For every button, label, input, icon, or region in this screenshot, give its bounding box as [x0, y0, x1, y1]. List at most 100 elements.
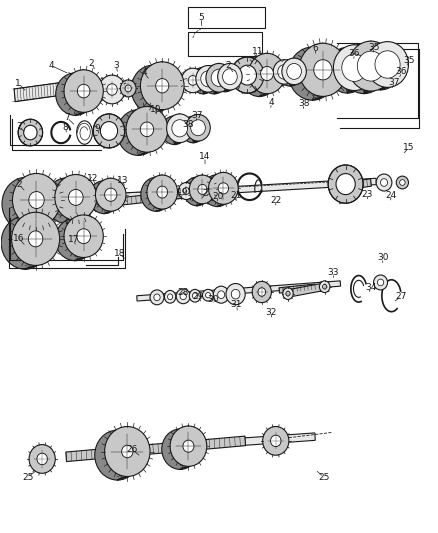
Ellipse shape	[376, 174, 392, 191]
Ellipse shape	[55, 218, 95, 261]
Ellipse shape	[241, 56, 278, 96]
Ellipse shape	[299, 43, 347, 96]
Ellipse shape	[198, 184, 207, 195]
Ellipse shape	[161, 116, 187, 144]
Ellipse shape	[29, 445, 55, 473]
Polygon shape	[225, 63, 230, 92]
Text: 21: 21	[231, 191, 242, 200]
Polygon shape	[104, 116, 109, 148]
Text: 35: 35	[368, 43, 380, 52]
Ellipse shape	[28, 231, 43, 247]
Polygon shape	[75, 215, 84, 261]
Circle shape	[244, 73, 247, 77]
Ellipse shape	[117, 110, 159, 156]
Ellipse shape	[141, 62, 184, 110]
Ellipse shape	[147, 175, 177, 209]
Ellipse shape	[192, 293, 198, 298]
Text: 4: 4	[141, 68, 147, 77]
Ellipse shape	[154, 294, 160, 301]
Ellipse shape	[120, 80, 136, 97]
Ellipse shape	[348, 41, 394, 91]
Ellipse shape	[191, 120, 205, 136]
Ellipse shape	[360, 44, 402, 90]
Text: 18: 18	[114, 249, 125, 259]
Text: 10: 10	[150, 104, 162, 114]
Ellipse shape	[213, 65, 237, 92]
Ellipse shape	[183, 440, 194, 452]
Ellipse shape	[78, 84, 90, 98]
Ellipse shape	[150, 290, 164, 305]
Ellipse shape	[180, 293, 186, 300]
Polygon shape	[66, 436, 245, 462]
Ellipse shape	[12, 212, 60, 265]
Ellipse shape	[375, 51, 400, 78]
Ellipse shape	[258, 288, 265, 296]
Text: 32: 32	[266, 308, 277, 317]
Text: 30: 30	[377, 254, 389, 262]
Polygon shape	[68, 60, 359, 95]
Ellipse shape	[157, 186, 168, 198]
Ellipse shape	[326, 47, 368, 93]
Ellipse shape	[95, 178, 126, 211]
Ellipse shape	[287, 63, 301, 79]
Ellipse shape	[64, 215, 103, 257]
Ellipse shape	[378, 279, 384, 286]
Text: 11: 11	[252, 47, 263, 56]
Ellipse shape	[269, 61, 292, 86]
Polygon shape	[312, 43, 323, 100]
Text: 12: 12	[87, 174, 98, 183]
Ellipse shape	[223, 69, 237, 85]
Polygon shape	[14, 82, 69, 102]
Polygon shape	[11, 178, 376, 206]
Polygon shape	[279, 284, 315, 293]
Polygon shape	[197, 175, 202, 206]
Text: 34: 34	[365, 282, 377, 292]
Text: 27: 27	[396, 292, 407, 301]
Ellipse shape	[261, 67, 273, 80]
Polygon shape	[284, 282, 328, 298]
Ellipse shape	[56, 73, 95, 115]
Ellipse shape	[188, 76, 198, 85]
Ellipse shape	[77, 229, 91, 244]
Ellipse shape	[374, 275, 388, 290]
Ellipse shape	[105, 188, 117, 201]
Ellipse shape	[333, 45, 375, 91]
Ellipse shape	[342, 54, 367, 82]
Text: 2: 2	[16, 180, 22, 189]
Text: 2: 2	[202, 189, 208, 198]
Ellipse shape	[283, 288, 293, 300]
Ellipse shape	[89, 181, 120, 214]
Ellipse shape	[205, 293, 211, 298]
Text: 22: 22	[270, 196, 281, 205]
Ellipse shape	[18, 119, 42, 146]
Ellipse shape	[191, 67, 215, 94]
Ellipse shape	[271, 435, 281, 447]
Ellipse shape	[105, 426, 150, 477]
Polygon shape	[25, 212, 35, 269]
Polygon shape	[259, 53, 267, 96]
Text: 26: 26	[126, 445, 138, 454]
Ellipse shape	[141, 177, 171, 211]
Ellipse shape	[166, 114, 193, 143]
Ellipse shape	[202, 289, 214, 301]
Ellipse shape	[218, 183, 229, 194]
Ellipse shape	[164, 290, 176, 303]
Text: 5: 5	[199, 13, 205, 22]
Ellipse shape	[278, 60, 302, 86]
Ellipse shape	[202, 175, 232, 206]
Ellipse shape	[155, 78, 169, 93]
Ellipse shape	[37, 453, 47, 465]
Ellipse shape	[107, 84, 117, 95]
Ellipse shape	[68, 189, 83, 205]
Text: 1: 1	[15, 78, 21, 87]
Text: 28: 28	[177, 288, 189, 297]
Ellipse shape	[314, 60, 332, 80]
Ellipse shape	[24, 125, 37, 140]
Ellipse shape	[184, 177, 210, 206]
Ellipse shape	[341, 44, 387, 94]
Ellipse shape	[2, 177, 50, 230]
Ellipse shape	[196, 66, 220, 92]
Text: 37: 37	[191, 111, 203, 120]
Ellipse shape	[231, 57, 264, 93]
Ellipse shape	[282, 58, 306, 85]
